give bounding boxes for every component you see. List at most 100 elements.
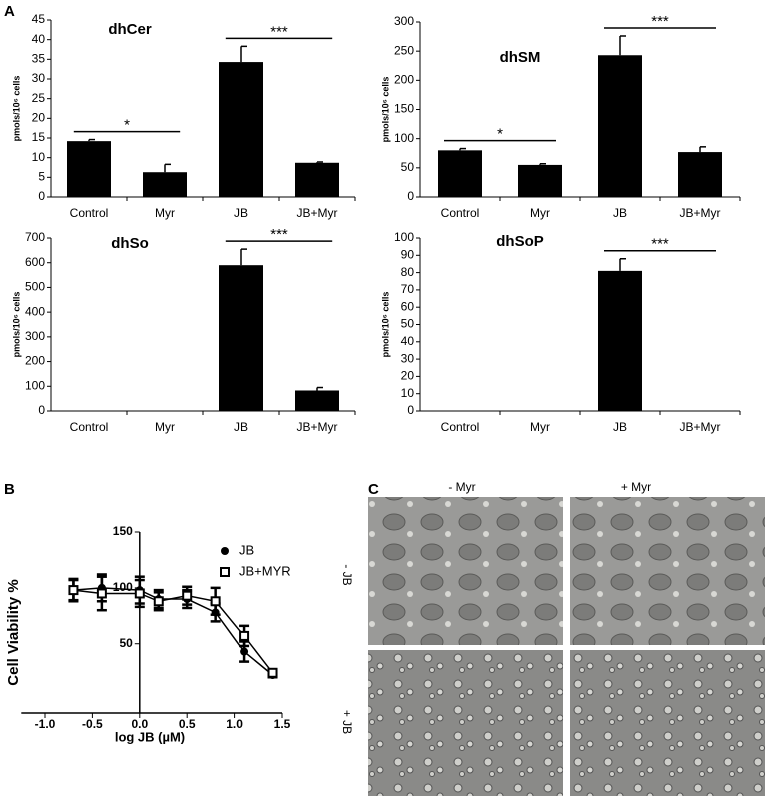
- y-tick-label: 80: [401, 265, 415, 279]
- y-tick-label: 0: [407, 189, 414, 203]
- micrograph: [570, 650, 765, 796]
- y-tick-label: 25: [32, 91, 46, 105]
- chart-title: dhSoP: [496, 233, 544, 250]
- x-tick-label: Control: [441, 206, 480, 220]
- significance-label: ***: [651, 13, 669, 30]
- legend-label: JB: [239, 542, 254, 557]
- point: [182, 590, 193, 601]
- y-tick-label: 45: [32, 12, 46, 26]
- point: [210, 596, 221, 607]
- x-tick-label: JB+Myr: [296, 206, 337, 220]
- significance-label: ***: [270, 226, 288, 243]
- x-tick-label: Control: [70, 420, 109, 434]
- bar: [219, 265, 263, 411]
- bar: [143, 172, 187, 197]
- point: [68, 585, 79, 596]
- y-tick-label: 40: [401, 334, 415, 348]
- y-tick-label: 100: [25, 378, 45, 392]
- bar: [295, 162, 339, 197]
- y-tick-label: 300: [25, 329, 45, 343]
- bar: [438, 150, 482, 197]
- panel-label: A: [4, 3, 15, 20]
- fit-line: [73, 589, 274, 674]
- y-tick-label: 30: [401, 351, 415, 365]
- x-tick-label: Control: [441, 420, 480, 434]
- row-label: + JB: [340, 710, 354, 734]
- y-tick-label: 40: [32, 32, 46, 46]
- x-tick-label: JB: [234, 420, 248, 434]
- y-tick-label: 200: [25, 354, 45, 368]
- y-tick-label: 50: [401, 160, 415, 174]
- x-tick-label: JB: [613, 420, 627, 434]
- y-tick-label: 50: [119, 636, 133, 650]
- point: [240, 647, 249, 656]
- y-tick-label: 100: [113, 580, 133, 594]
- y-tick-label: 20: [32, 111, 46, 125]
- y-tick-label: 15: [32, 130, 46, 144]
- y-tick-label: 10: [32, 150, 46, 164]
- panel-label: B: [4, 481, 15, 498]
- point: [267, 667, 278, 678]
- bar: [219, 62, 263, 197]
- x-tick-label: -1.0: [35, 717, 56, 731]
- y-axis-title: pmols/10⁶ cells: [11, 76, 21, 142]
- y-tick-label: 0: [38, 189, 45, 203]
- y-tick-label: 0: [38, 403, 45, 417]
- y-axis-title: pmols/10⁶ cells: [380, 292, 390, 358]
- x-tick-label: JB+Myr: [296, 420, 337, 434]
- x-tick-label: 1.0: [226, 717, 243, 731]
- column-label: + Myr: [621, 480, 651, 494]
- significance-label: *: [124, 117, 130, 134]
- micrograph: [368, 650, 563, 796]
- x-tick-label: Myr: [155, 420, 175, 434]
- x-tick-label: 0.0: [131, 717, 148, 731]
- y-tick-label: 150: [113, 524, 133, 538]
- y-tick-label: 300: [394, 14, 414, 28]
- bar: [67, 141, 111, 197]
- y-axis-title: pmols/10⁶ cells: [11, 292, 21, 358]
- x-tick-label: Control: [70, 206, 109, 220]
- y-tick-label: 30: [32, 71, 46, 85]
- y-tick-label: 100: [394, 230, 414, 244]
- x-tick-label: 0.5: [179, 717, 196, 731]
- y-tick-label: 50: [401, 317, 415, 331]
- y-tick-label: 70: [401, 282, 415, 296]
- column-label: - Myr: [448, 480, 475, 494]
- point: [153, 596, 164, 607]
- micrograph: [570, 497, 765, 645]
- point: [96, 588, 107, 599]
- x-tick-label: JB+Myr: [679, 206, 720, 220]
- y-tick-label: 400: [25, 304, 45, 318]
- y-tick-label: 250: [394, 43, 414, 57]
- y-tick-label: 100: [394, 131, 414, 145]
- x-tick-label: JB: [613, 206, 627, 220]
- point: [239, 630, 250, 641]
- point: [134, 588, 145, 599]
- y-axis-title: pmols/10⁶ cells: [380, 77, 390, 143]
- panel-label: C: [368, 481, 379, 498]
- y-tick-label: 600: [25, 255, 45, 269]
- y-tick-label: 200: [394, 73, 414, 87]
- y-tick-label: 500: [25, 280, 45, 294]
- bar: [598, 270, 642, 411]
- y-tick-label: 90: [401, 247, 415, 261]
- y-tick-label: 150: [394, 102, 414, 116]
- bar: [598, 55, 642, 197]
- micrograph: [368, 497, 563, 645]
- y-tick-label: 35: [32, 52, 46, 66]
- x-tick-label: Myr: [530, 420, 550, 434]
- x-tick-label: Myr: [530, 206, 550, 220]
- chart-title: dhCer: [108, 21, 152, 38]
- x-tick-label: JB+Myr: [679, 420, 720, 434]
- y-tick-label: 60: [401, 299, 415, 313]
- legend-marker: [220, 567, 230, 577]
- x-tick-label: 1.5: [274, 717, 291, 731]
- significance-label: ***: [270, 23, 288, 40]
- chart-title: dhSo: [111, 235, 149, 252]
- y-tick-label: 700: [25, 230, 45, 244]
- significance-label: ***: [651, 236, 669, 253]
- row-label: - JB: [340, 564, 354, 585]
- bar: [678, 152, 722, 197]
